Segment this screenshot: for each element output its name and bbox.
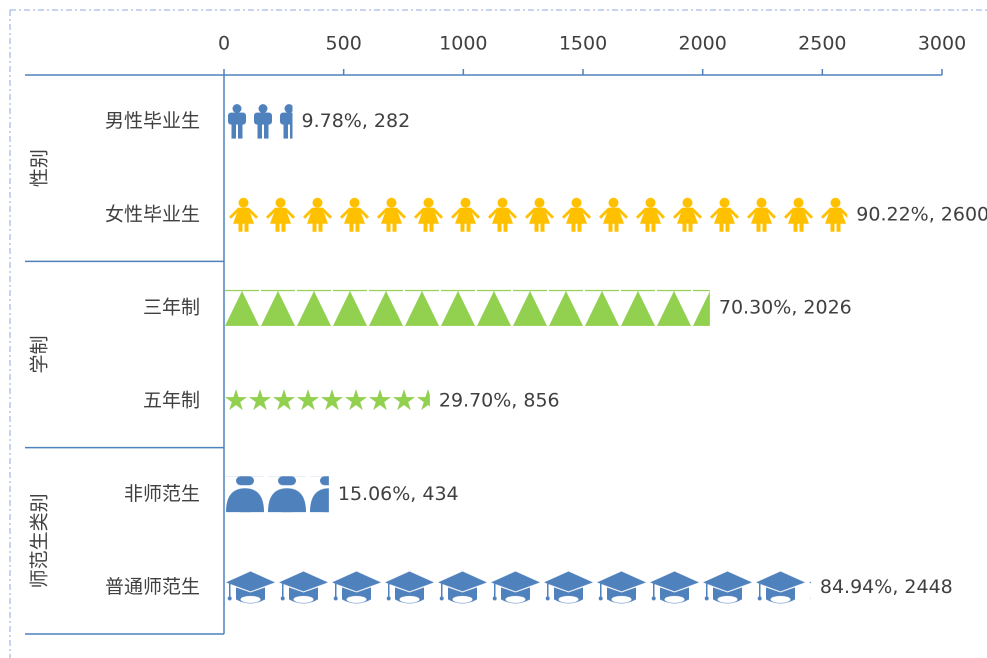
x-tick-label: 0 xyxy=(218,33,230,55)
x-tick-label: 2500 xyxy=(798,33,846,55)
bar xyxy=(225,476,329,513)
value-label: 15.06%, 434 xyxy=(338,483,459,505)
category-label: 三年制 xyxy=(143,296,200,318)
value-label: 29.70%, 856 xyxy=(439,390,560,412)
x-tick-label: 1500 xyxy=(559,33,607,55)
category-label: 非师范生 xyxy=(124,483,200,505)
x-tick-label: 500 xyxy=(326,33,362,55)
bar xyxy=(225,383,430,420)
category-label: 普通师范生 xyxy=(105,576,200,598)
group-label: 性别 xyxy=(29,149,51,187)
bar xyxy=(225,103,293,140)
category-label: 五年制 xyxy=(143,390,200,412)
bar xyxy=(225,196,848,233)
value-label: 84.94%, 2448 xyxy=(820,576,953,598)
x-tick-label: 3000 xyxy=(918,33,966,55)
group-label: 学制 xyxy=(29,335,51,373)
value-label: 90.22%, 2600 xyxy=(856,203,987,225)
x-tick-label: 1000 xyxy=(439,33,487,55)
value-label: 70.30%, 2026 xyxy=(719,296,852,318)
group-label: 师范生类别 xyxy=(29,493,51,588)
bar xyxy=(225,289,710,326)
category-label: 男性毕业生 xyxy=(105,110,200,132)
value-label: 9.78%, 282 xyxy=(301,110,410,132)
bar xyxy=(225,569,811,606)
category-label: 女性毕业生 xyxy=(105,203,200,225)
x-tick-label: 2000 xyxy=(678,33,726,55)
